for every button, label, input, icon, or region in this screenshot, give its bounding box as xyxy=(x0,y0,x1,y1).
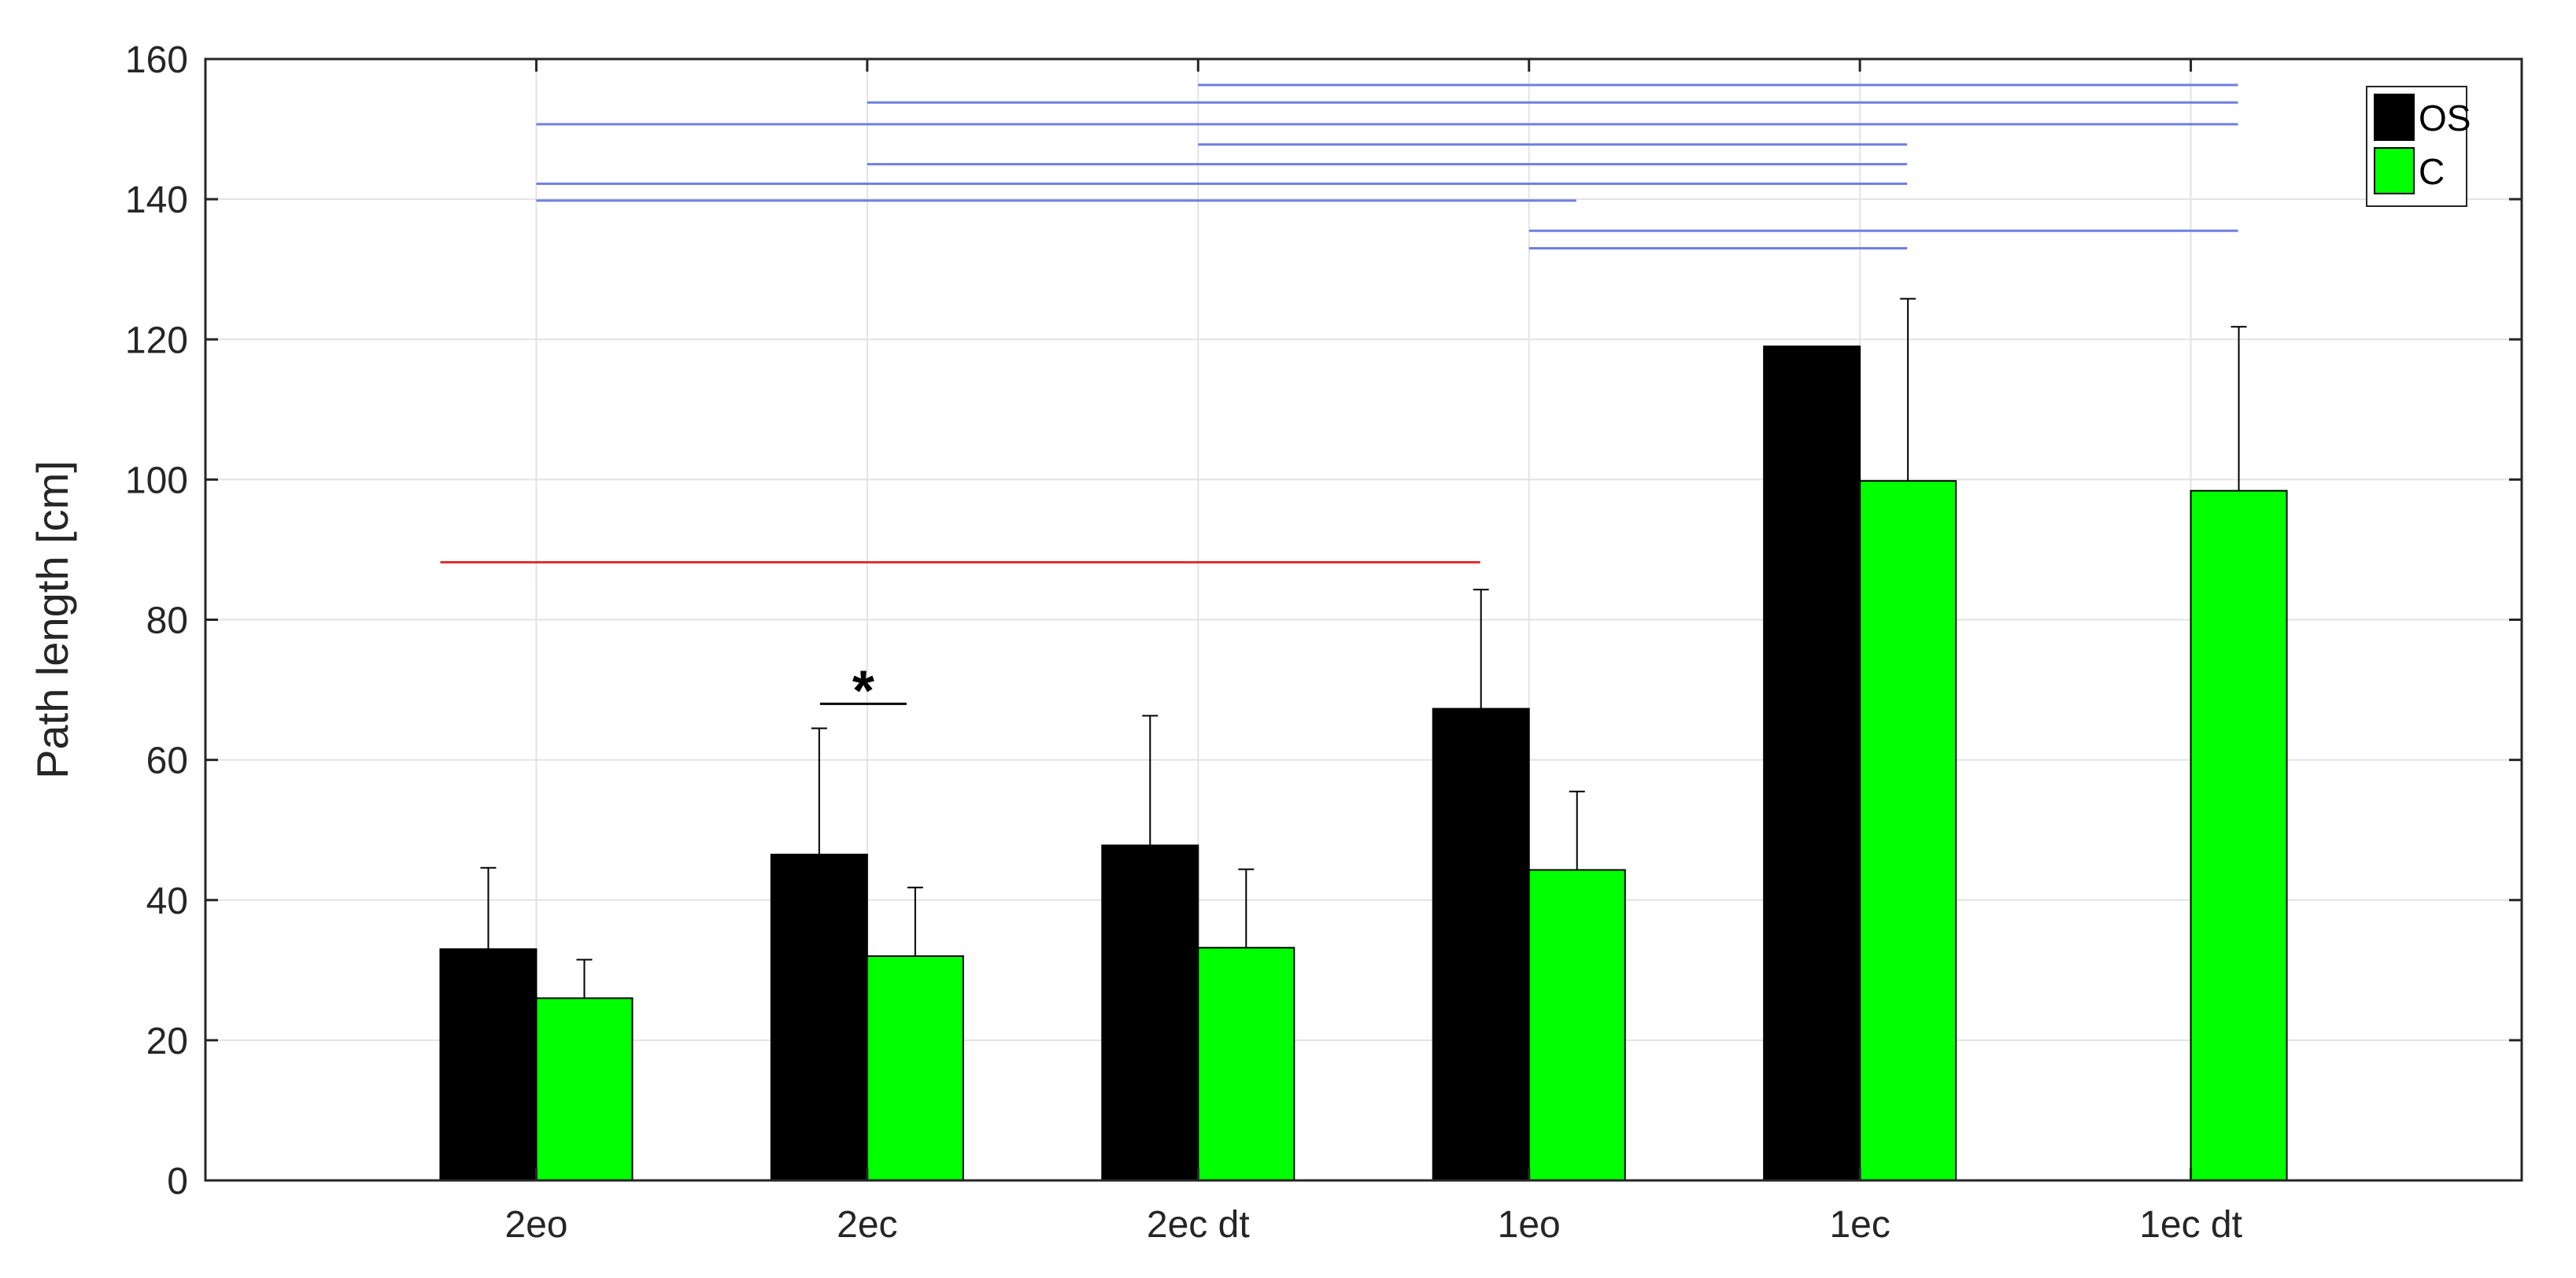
bar-OS-1eo xyxy=(1432,707,1530,1181)
axis-ticks: 0 20 40 60 80 100 120 140 160 2eo 2ec 2ec dt 1eo 1ec 1… xyxy=(125,39,2522,1246)
x-tick-label: 2ec xyxy=(837,1204,897,1246)
y-tick-label: 120 xyxy=(125,320,188,361)
legend-label-OS: OS xyxy=(2419,98,2471,139)
bar-C-2ec xyxy=(866,955,964,1181)
bar-OS-2ec xyxy=(770,853,868,1181)
legend: OS C xyxy=(2366,86,2471,207)
error-bars xyxy=(480,297,2247,999)
y-tick-label: 60 xyxy=(146,741,188,782)
legend-swatch-OS xyxy=(2374,94,2415,141)
bar-C-1eo xyxy=(1528,869,1626,1181)
x-tick-label: 2ec dt xyxy=(1147,1204,1250,1246)
grid-lines xyxy=(205,58,2522,1181)
bar-C-2eo xyxy=(535,997,634,1181)
x-tick-label: 1ec dt xyxy=(2139,1204,2242,1246)
y-tick-label: 140 xyxy=(125,179,188,221)
significance-lines: * xyxy=(440,83,2238,722)
bars xyxy=(439,345,2288,1181)
bar-C-1ec xyxy=(1859,480,1957,1181)
y-axis-label: Path length [cm] xyxy=(28,460,77,779)
y-tick-label: 80 xyxy=(146,600,188,642)
legend-swatch-C xyxy=(2374,147,2415,194)
significance-star: * xyxy=(852,659,874,722)
x-tick-label: 1ec xyxy=(1829,1204,1890,1246)
bar-C-2ec dt xyxy=(1197,947,1295,1181)
x-tick-label: 2eo xyxy=(504,1204,567,1246)
bar-C-1ec dt xyxy=(2190,489,2288,1181)
bar-OS-2eo xyxy=(439,948,538,1181)
y-tick-label: 160 xyxy=(125,39,188,81)
bar-OS-1ec xyxy=(1763,345,1861,1181)
legend-label-C: C xyxy=(2419,151,2445,192)
bar-OS-2ec dt xyxy=(1101,844,1199,1181)
y-tick-label: 20 xyxy=(146,1021,188,1062)
x-tick-label: 1eo xyxy=(1498,1204,1561,1246)
y-tick-label: 0 xyxy=(167,1161,188,1202)
y-tick-label: 100 xyxy=(125,460,188,501)
y-tick-label: 40 xyxy=(146,881,188,922)
